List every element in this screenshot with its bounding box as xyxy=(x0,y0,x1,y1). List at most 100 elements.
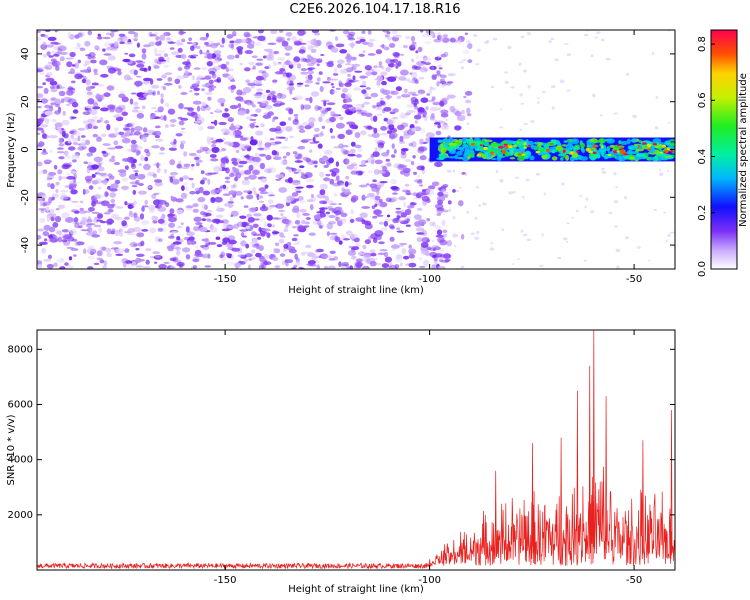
noise-speck xyxy=(376,113,383,116)
noise-speck xyxy=(133,106,140,110)
noise-speck xyxy=(340,93,346,99)
noise-speck xyxy=(636,246,641,249)
noise-speck xyxy=(167,108,176,115)
noise-speck xyxy=(298,129,306,133)
noise-speck xyxy=(278,69,287,75)
noise-speck xyxy=(374,230,384,237)
noise-speck xyxy=(201,177,208,181)
noise-speck xyxy=(206,218,212,221)
noise-speck xyxy=(386,94,390,100)
noise-speck xyxy=(374,147,378,153)
noise-speck xyxy=(93,68,98,74)
noise-speck xyxy=(318,116,323,123)
noise-speck xyxy=(344,82,352,87)
noise-speck xyxy=(58,90,66,97)
noise-speck xyxy=(295,261,301,266)
noise-speck xyxy=(224,176,231,180)
noise-speck xyxy=(194,92,200,96)
noise-speck xyxy=(345,176,350,180)
signal-speck xyxy=(669,139,675,142)
noise-speck xyxy=(56,151,65,154)
noise-speck xyxy=(41,151,48,155)
noise-speck xyxy=(304,221,310,225)
noise-speck xyxy=(402,167,411,173)
signal-speck xyxy=(508,147,515,151)
noise-speck xyxy=(383,117,388,122)
noise-speck xyxy=(80,229,90,232)
noise-speck xyxy=(415,227,425,232)
signal-speck xyxy=(586,141,595,146)
noise-speck xyxy=(127,204,134,209)
noise-speck xyxy=(238,108,248,114)
noise-speck xyxy=(421,237,430,243)
noise-speck xyxy=(362,255,368,262)
noise-speck xyxy=(305,178,315,183)
signal-speck xyxy=(496,155,502,162)
noise-speck xyxy=(216,244,223,248)
noise-speck xyxy=(168,37,172,43)
noise-speck xyxy=(297,225,305,232)
noise-speck xyxy=(330,135,336,139)
noise-speck xyxy=(564,43,569,45)
noise-speck xyxy=(252,223,259,228)
noise-speck xyxy=(326,223,334,230)
noise-speck xyxy=(177,225,183,229)
noise-speck xyxy=(316,264,320,269)
noise-speck xyxy=(373,240,378,244)
noise-speck xyxy=(272,79,278,83)
noise-speck xyxy=(46,174,55,180)
noise-speck xyxy=(352,75,356,81)
noise-speck xyxy=(208,79,214,85)
noise-speck xyxy=(332,90,339,94)
noise-speck xyxy=(320,99,330,103)
noise-speck xyxy=(179,143,185,150)
noise-speck xyxy=(151,84,160,89)
noise-speck xyxy=(338,82,344,88)
noise-speck xyxy=(91,180,99,185)
noise-speck xyxy=(421,189,427,193)
noise-speck xyxy=(257,30,264,34)
noise-speck xyxy=(237,251,243,254)
noise-speck xyxy=(178,103,184,110)
signal-speck xyxy=(462,145,471,150)
noise-speck xyxy=(300,104,304,111)
noise-speck xyxy=(61,119,70,126)
noise-speck xyxy=(106,85,115,91)
noise-speck xyxy=(196,45,201,50)
noise-speck xyxy=(287,37,293,40)
noise-speck xyxy=(253,93,262,97)
noise-speck xyxy=(419,184,424,187)
noise-speck xyxy=(320,54,325,56)
noise-speck xyxy=(176,261,185,267)
noise-speck xyxy=(91,173,96,178)
noise-speck xyxy=(299,208,307,213)
noise-speck xyxy=(121,220,127,227)
noise-speck xyxy=(416,232,425,235)
noise-speck xyxy=(245,135,251,141)
noise-speck xyxy=(199,36,208,41)
noise-speck xyxy=(518,62,522,66)
noise-speck xyxy=(230,210,239,217)
noise-speck xyxy=(312,221,319,225)
noise-speck xyxy=(442,34,448,38)
noise-speck xyxy=(309,149,313,153)
noise-speck xyxy=(225,252,231,257)
noise-speck xyxy=(601,38,605,42)
signal-peak xyxy=(545,148,550,152)
noise-speck xyxy=(274,71,284,75)
noise-speck xyxy=(94,194,101,199)
noise-speck xyxy=(251,104,256,108)
noise-speck xyxy=(292,119,299,125)
noise-speck xyxy=(64,151,69,158)
noise-speck xyxy=(138,190,147,195)
noise-speck xyxy=(93,72,99,76)
noise-speck xyxy=(296,212,301,219)
noise-speck xyxy=(92,230,98,235)
noise-speck xyxy=(466,107,471,114)
noise-speck xyxy=(86,218,93,223)
noise-speck xyxy=(395,210,402,214)
noise-speck xyxy=(180,222,184,226)
noise-speck xyxy=(414,179,423,183)
noise-speck xyxy=(121,185,129,190)
noise-speck xyxy=(363,221,369,225)
